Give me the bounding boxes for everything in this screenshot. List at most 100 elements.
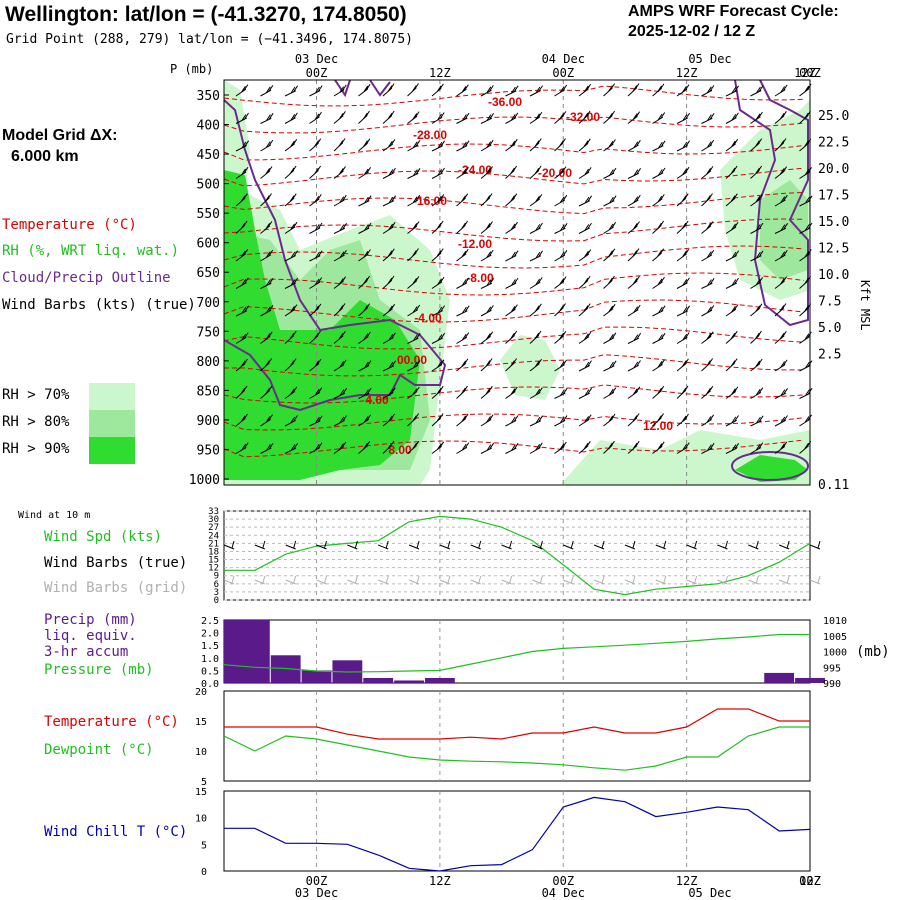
wind-barb bbox=[627, 413, 640, 427]
wind-barb bbox=[358, 110, 370, 124]
bottom-time-label: 00Z bbox=[552, 874, 574, 888]
wind-barb bbox=[480, 85, 494, 97]
wind-barb bbox=[652, 220, 665, 234]
wind-barb bbox=[382, 413, 395, 427]
wind-barb bbox=[529, 358, 543, 372]
wind10-barb-true bbox=[778, 540, 790, 550]
pressure-tick-label: 1000 bbox=[823, 648, 847, 659]
bottom-date-label: 04 Dec bbox=[542, 886, 585, 900]
wind-barb bbox=[652, 276, 665, 289]
wind-barb bbox=[652, 167, 666, 179]
wind-barb bbox=[260, 85, 274, 97]
wind-barb bbox=[407, 276, 420, 289]
wind-barb bbox=[627, 248, 640, 262]
precip-bar bbox=[239, 620, 270, 683]
wind-barb bbox=[603, 83, 616, 97]
isotherm-label: 00.00 bbox=[397, 353, 427, 367]
wind-barb bbox=[774, 223, 789, 234]
wind-barb bbox=[284, 85, 299, 97]
wind-barb bbox=[407, 333, 421, 344]
wind10-barb-grid bbox=[809, 575, 821, 585]
wind-barb bbox=[652, 385, 665, 399]
wind-barb bbox=[676, 385, 689, 399]
pressure-tick-label: 850 bbox=[197, 384, 220, 399]
precip-bar bbox=[394, 680, 424, 683]
wind-barb bbox=[456, 385, 468, 399]
wind-barb bbox=[529, 111, 543, 124]
wind10-barb-true bbox=[501, 540, 513, 550]
wind-barb bbox=[333, 415, 347, 427]
wind-barb bbox=[260, 278, 274, 289]
wind-barb bbox=[750, 111, 763, 124]
height-tick-label: 15.0 bbox=[818, 215, 849, 230]
wind-barb bbox=[333, 111, 346, 124]
rh70-region-mid bbox=[500, 335, 560, 400]
wind-barb bbox=[456, 112, 470, 124]
wind-barb bbox=[480, 193, 493, 207]
isotherm-line bbox=[223, 439, 805, 458]
wind-barb bbox=[284, 221, 298, 234]
wind10-barb-true bbox=[563, 540, 574, 550]
wind10-barb-grid bbox=[254, 575, 266, 585]
wind-barb bbox=[750, 387, 764, 399]
precip-tick-label: 0.5 bbox=[201, 666, 219, 677]
wind-barb bbox=[333, 331, 346, 344]
legend-swatch-rh90 bbox=[89, 437, 135, 464]
height-tick-label: 10.0 bbox=[818, 268, 849, 283]
precip-bar bbox=[795, 677, 825, 683]
wind-barb bbox=[431, 140, 446, 152]
wind-barb bbox=[284, 386, 298, 399]
isotherm-line bbox=[223, 191, 805, 215]
wind-barb bbox=[578, 222, 592, 234]
wind-barbs-true-label: Wind Barbs (true) bbox=[44, 555, 188, 571]
isotherm-label: -32.00 bbox=[566, 110, 600, 124]
wind-barb bbox=[701, 139, 715, 152]
wind-barb bbox=[333, 166, 346, 179]
wind-barb bbox=[750, 222, 764, 234]
wind-barb bbox=[358, 167, 372, 179]
wind10-barb-grid bbox=[532, 575, 543, 585]
wind-barb bbox=[799, 249, 812, 262]
bottom-time-label: 12Z bbox=[799, 874, 821, 888]
wind-barb bbox=[750, 303, 763, 317]
wind-barb bbox=[284, 112, 298, 124]
wind-barb bbox=[774, 441, 788, 454]
bottom-date-label: 03 Dec bbox=[295, 886, 338, 900]
wind-barb bbox=[235, 193, 248, 207]
wind-barb bbox=[456, 442, 470, 454]
wind-barb bbox=[505, 330, 518, 344]
precip-tick-label: 1.0 bbox=[201, 654, 219, 665]
wind-barb bbox=[309, 85, 323, 97]
wind-barb bbox=[554, 303, 566, 317]
wind-barb bbox=[627, 140, 641, 152]
wind-barb bbox=[407, 168, 421, 179]
wind-barb bbox=[750, 358, 763, 372]
wind-barb bbox=[358, 83, 371, 97]
precip-bar bbox=[424, 677, 455, 683]
wind-barb bbox=[603, 275, 615, 289]
legend-swatch-rh70 bbox=[89, 383, 135, 410]
wind10-barb-grid bbox=[408, 575, 420, 585]
wind-barb bbox=[652, 441, 665, 454]
wind-barb bbox=[235, 112, 249, 124]
wind-barb bbox=[284, 193, 297, 207]
model-grid-label: Model Grid ΔX: bbox=[2, 127, 118, 144]
wind-barb bbox=[309, 138, 322, 152]
wind-barb bbox=[260, 113, 274, 124]
wind-barb bbox=[235, 442, 249, 454]
wind-barb bbox=[284, 277, 299, 289]
wind-barb bbox=[750, 165, 763, 179]
temperature-line bbox=[224, 708, 810, 740]
wind-barb bbox=[701, 358, 714, 372]
wind-barb bbox=[750, 442, 764, 454]
wind-barb bbox=[529, 222, 543, 234]
wind-barb bbox=[309, 165, 322, 179]
wind-barb bbox=[358, 414, 372, 427]
wind-barb bbox=[260, 358, 273, 372]
wind10-panel bbox=[223, 510, 811, 601]
wind-barb bbox=[431, 194, 445, 207]
wind-barb bbox=[407, 194, 421, 207]
wind-barb bbox=[431, 385, 444, 399]
wind-barb bbox=[480, 221, 493, 234]
wind10-tick-label: 3 bbox=[214, 588, 219, 598]
